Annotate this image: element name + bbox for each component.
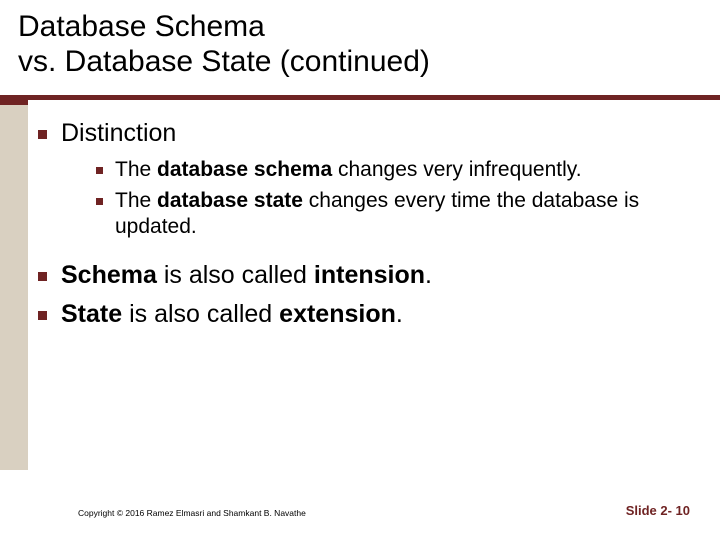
sub-bullet-schema: The database schema changes very infrequ… bbox=[96, 157, 700, 183]
slide: Database Schema vs. Database State (cont… bbox=[0, 0, 720, 540]
text-bold: extension bbox=[279, 300, 396, 328]
bullet-text: Schema is also called intension. bbox=[61, 260, 432, 291]
square-bullet-icon bbox=[38, 311, 47, 320]
title-area: Database Schema vs. Database State (cont… bbox=[0, 0, 720, 100]
text-mid: is also called bbox=[122, 300, 279, 328]
slide-number: Slide 2- 10 bbox=[626, 503, 690, 518]
bullet-text: State is also called extension. bbox=[61, 299, 403, 330]
content-area: Distinction The database schema changes … bbox=[38, 118, 700, 339]
bullet-extension: State is also called extension. bbox=[38, 299, 700, 330]
sub-bullets: The database schema changes very infrequ… bbox=[96, 157, 700, 240]
text-bold: State bbox=[61, 300, 122, 328]
text-bold: Schema bbox=[61, 261, 157, 289]
text-bold: database schema bbox=[157, 158, 332, 181]
text-post: . bbox=[425, 261, 432, 289]
text-post: changes very infrequently. bbox=[332, 158, 581, 181]
sub-bullet-state: The database state changes every time th… bbox=[96, 188, 700, 241]
text-bold: database state bbox=[157, 189, 303, 212]
text-pre: The bbox=[115, 158, 157, 181]
bullet-text: Distinction bbox=[61, 118, 176, 149]
sub-bullet-text: The database schema changes very infrequ… bbox=[115, 157, 582, 183]
square-bullet-icon bbox=[96, 167, 103, 174]
slide-title: Database Schema vs. Database State (cont… bbox=[18, 10, 430, 79]
square-bullet-icon bbox=[38, 130, 47, 139]
bullet-intension: Schema is also called intension. bbox=[38, 260, 700, 291]
footer: Copyright © 2016 Ramez Elmasri and Shamk… bbox=[0, 503, 720, 518]
title-line1: Database Schema bbox=[18, 10, 265, 43]
title-line2: vs. Database State (continued) bbox=[18, 45, 430, 78]
text-post: . bbox=[396, 300, 403, 328]
text-mid: is also called bbox=[157, 261, 314, 289]
copyright-text: Copyright © 2016 Ramez Elmasri and Shamk… bbox=[78, 508, 306, 518]
left-stripe bbox=[0, 100, 28, 470]
square-bullet-icon bbox=[96, 198, 103, 205]
sub-bullet-text: The database state changes every time th… bbox=[115, 188, 700, 241]
square-bullet-icon bbox=[38, 272, 47, 281]
text-pre: The bbox=[115, 189, 157, 212]
text-bold: intension bbox=[314, 261, 425, 289]
bullet-distinction: Distinction bbox=[38, 118, 700, 149]
